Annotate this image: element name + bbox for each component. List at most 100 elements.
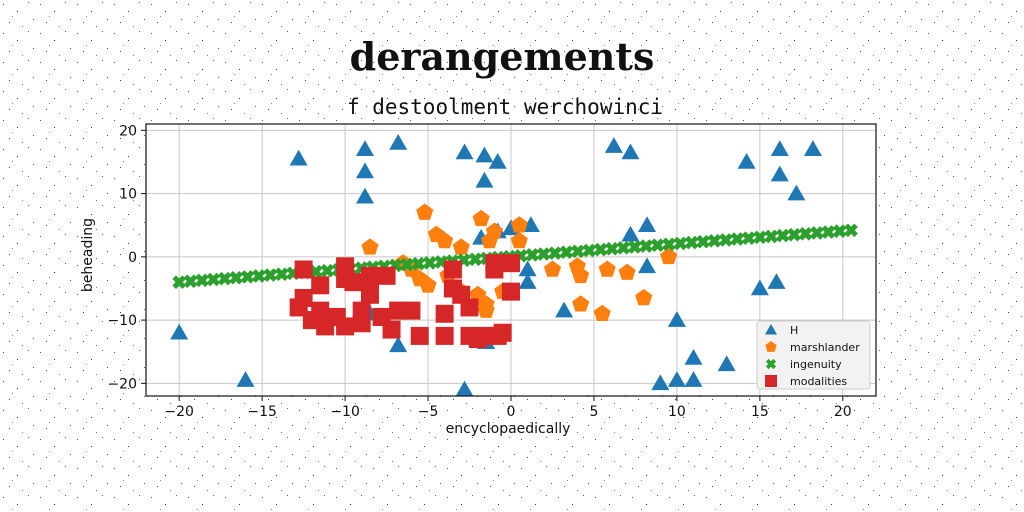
data-point bbox=[455, 143, 474, 160]
x-tick-label: −10 bbox=[330, 404, 360, 420]
data-point bbox=[536, 247, 551, 261]
data-point bbox=[475, 146, 494, 163]
data-point bbox=[502, 254, 520, 273]
data-point bbox=[455, 380, 474, 397]
data-point bbox=[787, 184, 806, 201]
data-point bbox=[320, 263, 335, 278]
data-point bbox=[593, 242, 608, 257]
data-point bbox=[294, 288, 313, 307]
data-point bbox=[684, 371, 703, 387]
x-tick-label: −20 bbox=[164, 404, 194, 420]
data-point bbox=[356, 140, 374, 157]
data-point bbox=[798, 226, 813, 241]
data-point bbox=[195, 273, 209, 288]
data-point bbox=[598, 260, 616, 277]
data-point bbox=[468, 252, 483, 267]
data-point bbox=[289, 149, 308, 166]
axis-ticks: −20 −15 −10 −5 0 5 10 15 20 −20 −10 0 10 20 bbox=[107, 123, 851, 420]
data-point bbox=[360, 266, 379, 285]
data-marks bbox=[170, 133, 858, 397]
data-point bbox=[443, 260, 462, 279]
y-tick-label: −20 bbox=[107, 376, 137, 392]
x-tick-label: 10 bbox=[668, 404, 686, 420]
data-point bbox=[650, 238, 665, 253]
data-point bbox=[605, 241, 619, 256]
y-tick-label: 10 bbox=[119, 187, 137, 203]
data-point bbox=[548, 246, 562, 260]
data-point bbox=[382, 320, 401, 339]
data-point bbox=[435, 326, 454, 345]
data-point bbox=[651, 374, 670, 391]
data-point bbox=[673, 236, 688, 251]
data-point bbox=[485, 254, 504, 273]
data-point bbox=[493, 323, 512, 342]
data-point bbox=[294, 260, 313, 279]
data-point bbox=[770, 165, 789, 182]
data-point bbox=[480, 232, 498, 249]
data-point bbox=[572, 266, 590, 284]
data-point bbox=[832, 224, 847, 238]
data-point bbox=[510, 216, 528, 233]
data-point bbox=[252, 269, 266, 283]
data-point bbox=[737, 152, 756, 169]
data-point bbox=[570, 244, 585, 259]
x-tick-label: −5 bbox=[418, 404, 439, 420]
data-point bbox=[662, 237, 676, 252]
data-point bbox=[635, 288, 653, 306]
legend-box bbox=[756, 320, 871, 390]
data-point bbox=[844, 223, 858, 238]
legend-label: modalities bbox=[790, 375, 847, 388]
data-point bbox=[469, 285, 487, 303]
data-point bbox=[572, 295, 590, 312]
legend-marker bbox=[765, 324, 777, 335]
data-point bbox=[435, 304, 454, 323]
data-point bbox=[400, 257, 414, 272]
legend-label: ingenuity bbox=[790, 358, 842, 371]
y-tick-label: 0 bbox=[128, 250, 137, 266]
data-point bbox=[274, 267, 289, 282]
data-point bbox=[775, 228, 790, 243]
data-point bbox=[416, 203, 434, 220]
data-point bbox=[518, 273, 537, 289]
legend-marker bbox=[765, 375, 777, 387]
data-point bbox=[410, 326, 429, 345]
data-point bbox=[767, 273, 786, 289]
plot-area: −20 −15 −10 −5 0 5 10 15 20 −20 −10 0 10 20 bbox=[107, 123, 877, 420]
data-point bbox=[787, 227, 801, 242]
y-tick-label: −10 bbox=[107, 313, 137, 329]
data-point bbox=[436, 232, 454, 249]
series-modalities bbox=[289, 254, 520, 349]
x-tick-label: 5 bbox=[589, 404, 598, 420]
data-point bbox=[377, 266, 396, 285]
data-point bbox=[402, 301, 421, 320]
data-point bbox=[730, 232, 745, 246]
data-point bbox=[422, 255, 437, 270]
data-point bbox=[821, 225, 836, 239]
chart-subtitle: f destoolment werchowinci bbox=[347, 95, 663, 119]
data-point bbox=[183, 274, 198, 289]
data-point bbox=[419, 276, 437, 293]
data-point bbox=[518, 260, 537, 277]
data-point bbox=[684, 235, 699, 250]
chart-title: derangements bbox=[350, 34, 655, 79]
data-point bbox=[638, 216, 657, 232]
legend-label: H bbox=[790, 324, 798, 337]
data-point bbox=[217, 271, 232, 286]
data-point bbox=[750, 279, 769, 296]
data-point bbox=[717, 355, 736, 372]
data-point bbox=[475, 171, 494, 188]
data-point bbox=[170, 323, 189, 340]
data-point bbox=[696, 234, 710, 249]
legend-marker bbox=[765, 358, 777, 370]
x-tick-label: 15 bbox=[751, 404, 769, 420]
data-point bbox=[389, 336, 408, 353]
data-point bbox=[521, 216, 540, 232]
data-point bbox=[389, 133, 408, 150]
data-point bbox=[667, 311, 686, 327]
data-point bbox=[764, 229, 779, 244]
data-point bbox=[311, 276, 330, 295]
data-point bbox=[660, 247, 678, 265]
y-axis-label: beheading bbox=[80, 218, 96, 292]
data-point bbox=[555, 301, 574, 318]
